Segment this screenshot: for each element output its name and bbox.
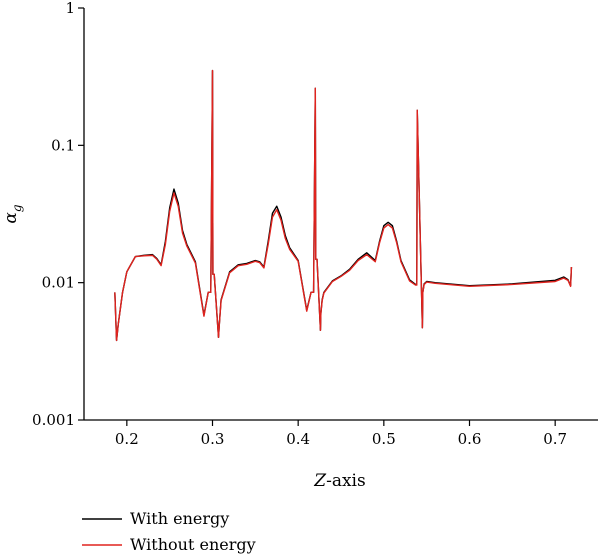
- x-tick-label: 0.3: [201, 430, 225, 448]
- y-tick-label: 0.1: [51, 136, 75, 154]
- x-axis-title-italic: Z: [313, 471, 327, 491]
- x-tick-label: 0.5: [372, 430, 396, 448]
- series-line-without-energy: [114, 69, 573, 342]
- y-axis-title-sub: g: [10, 204, 24, 212]
- plot-area: 0.2 0.3 0.4 0.5 0.6 0.7 0.001 0.01 0.1 1: [32, 0, 598, 448]
- legend-label-without-energy: Without energy: [130, 535, 256, 554]
- y-axis-title-main: α: [1, 212, 21, 224]
- x-axis-title: Z-axis: [313, 471, 365, 491]
- y-tick-label: 0.001: [32, 411, 75, 429]
- y-tick-label: 1: [65, 0, 75, 17]
- series-line-with-energy: [114, 69, 573, 342]
- x-ticks: 0.2 0.3 0.4 0.5 0.6 0.7: [115, 420, 567, 448]
- svg-text:αg: αg: [1, 204, 24, 223]
- y-ticks: 0.001 0.01 0.1 1: [32, 0, 84, 429]
- x-tick-label: 0.2: [115, 430, 139, 448]
- y-axis-title: αg: [1, 204, 24, 223]
- y-tick-label: 0.01: [42, 274, 75, 292]
- x-tick-label: 0.4: [286, 430, 310, 448]
- series-layer: [114, 69, 573, 342]
- legend: With energy Without energy: [82, 509, 256, 554]
- legend-label-with-energy: With energy: [130, 509, 229, 528]
- x-tick-label: 0.7: [543, 430, 567, 448]
- x-tick-label: 0.6: [458, 430, 482, 448]
- x-axis-title-rest: -axis: [326, 471, 366, 491]
